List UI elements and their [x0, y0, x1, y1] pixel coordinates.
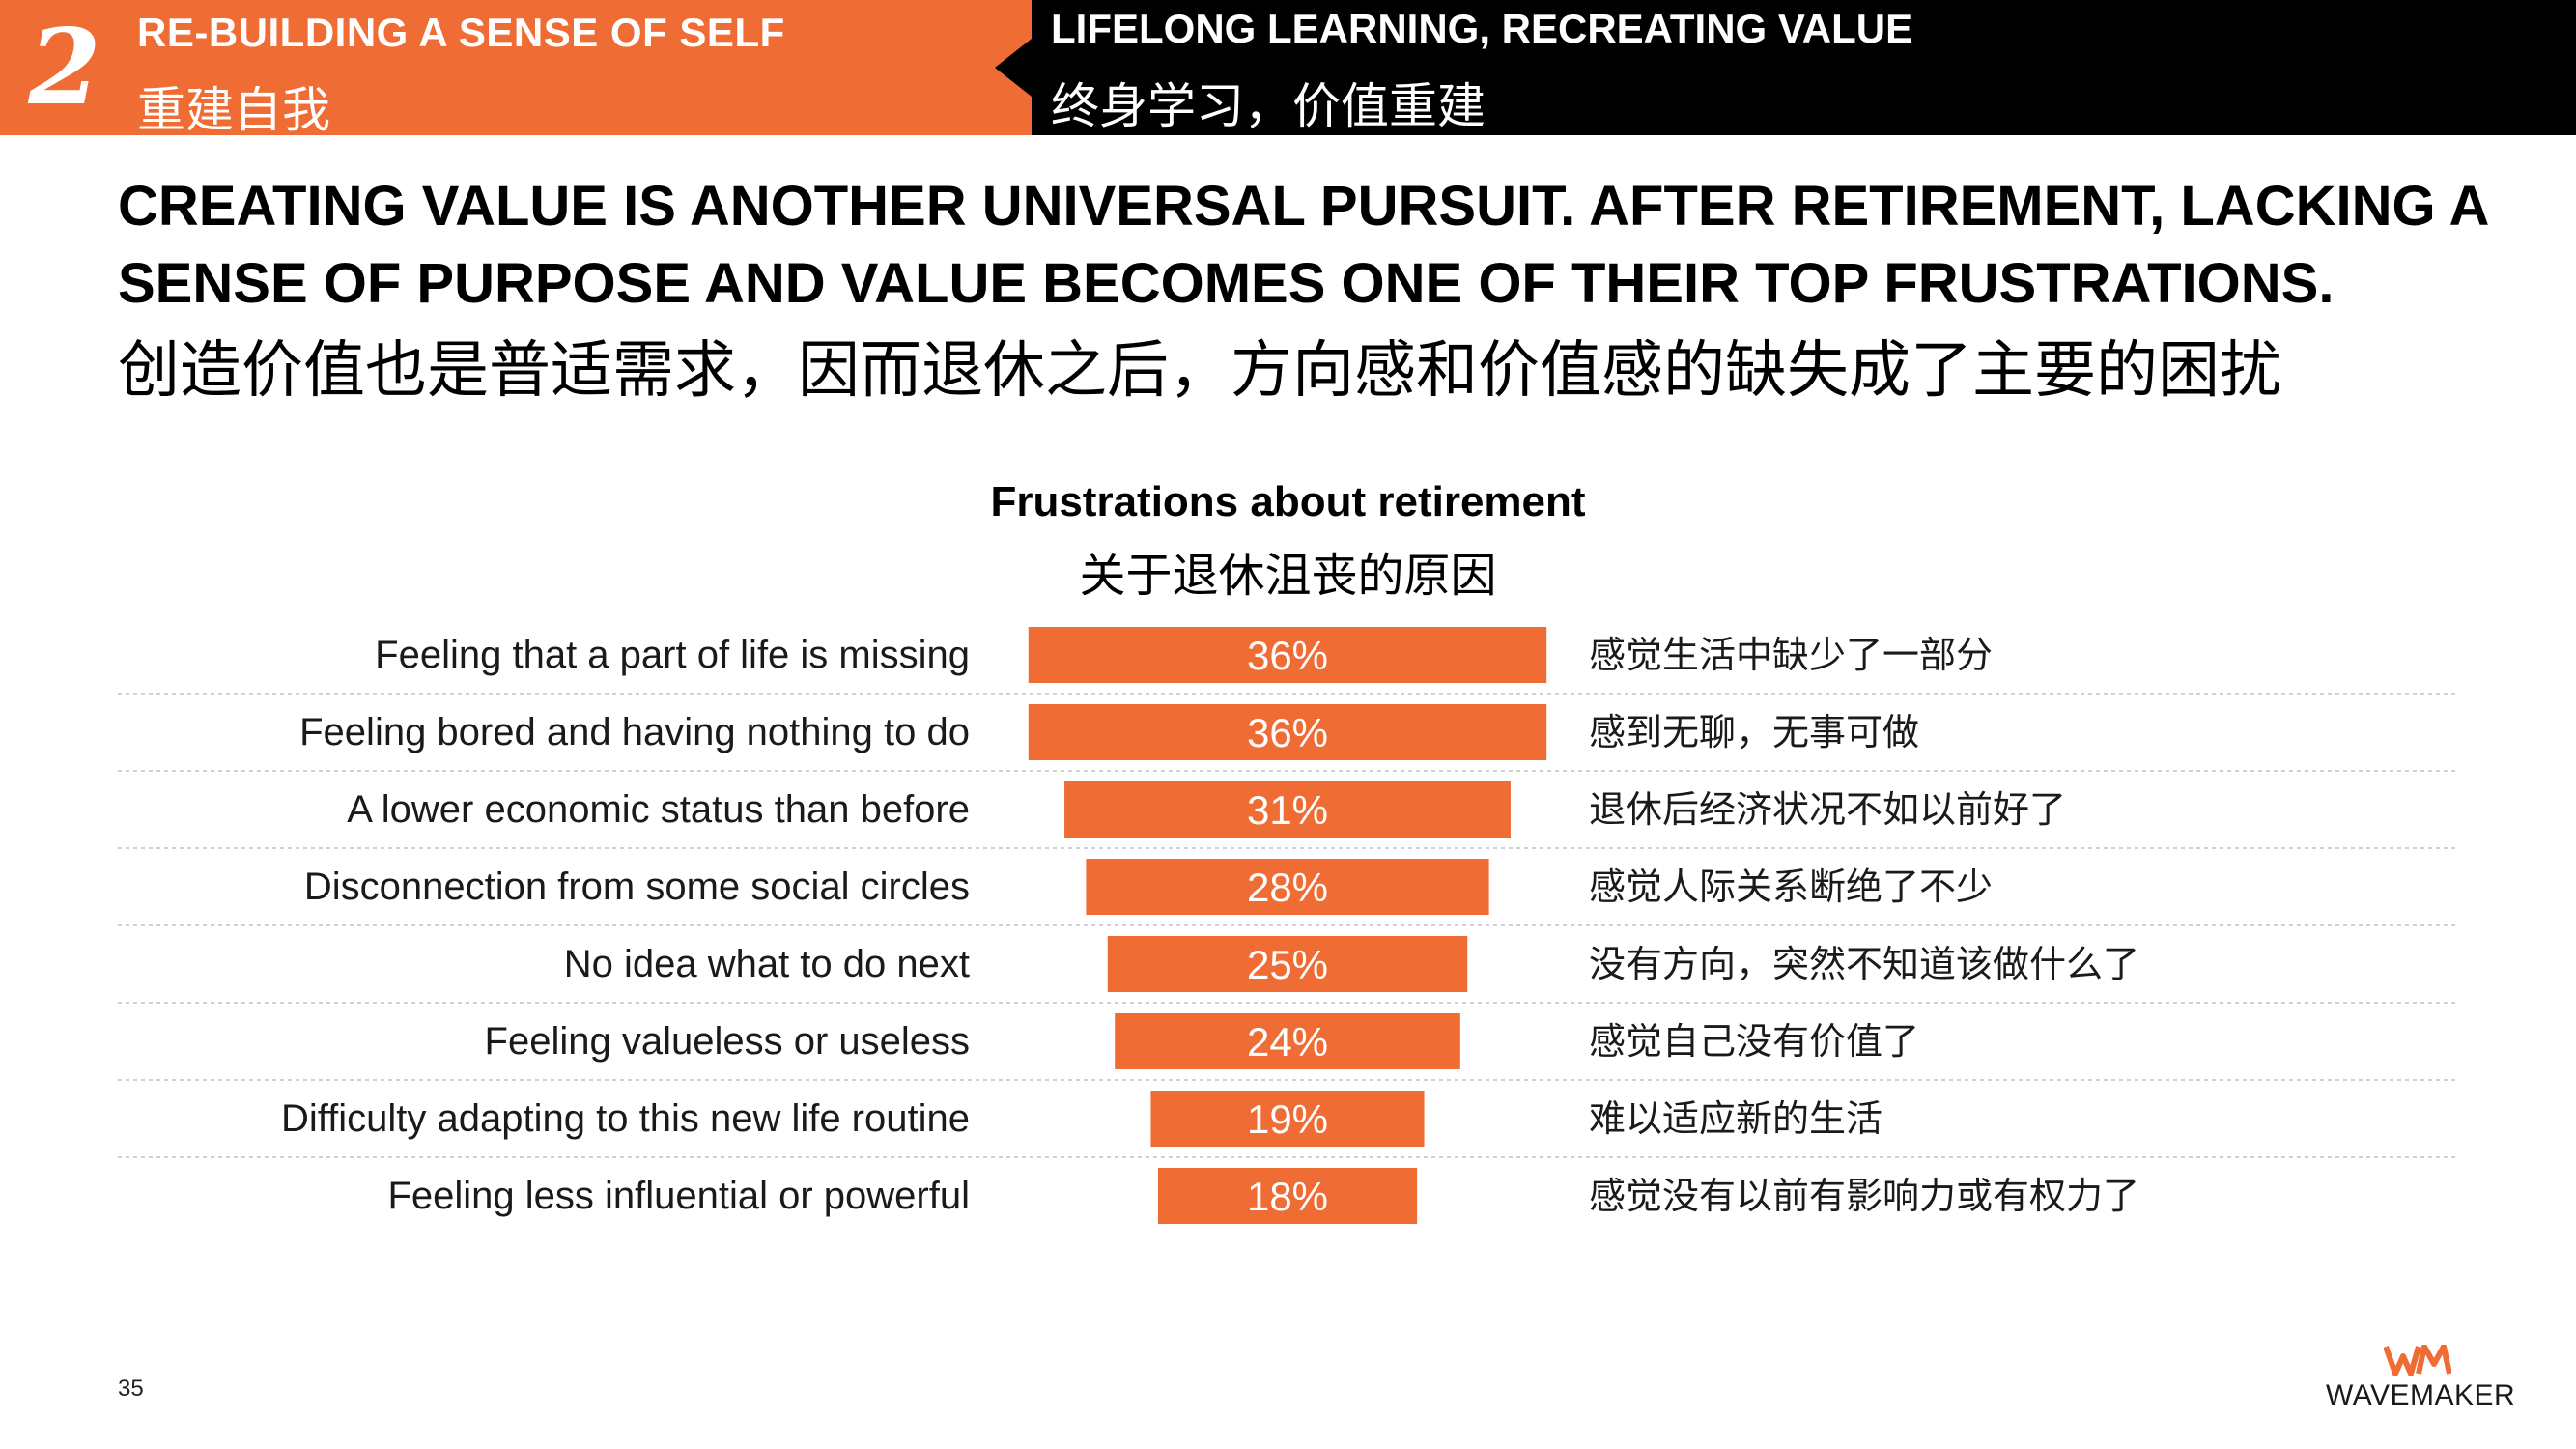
bar-2 [1028, 704, 1547, 760]
category-label-zh-6: 感觉自己没有价值了 [1589, 1020, 1919, 1063]
subsection-title-en: LIFELONG LEARNING, RECREATING VALUE [1051, 6, 1913, 51]
category-label-en-3: A lower economic status than before [347, 788, 970, 831]
headline-zh: 创造价值也是普适需求，因而退休之后，方向感和价值感的缺失成了主要的困扰 [118, 335, 2281, 407]
section-number: 2 [28, 7, 101, 128]
bar-5 [1107, 936, 1468, 992]
category-label-en-5: No idea what to do next [564, 943, 970, 985]
bar-3 [1064, 781, 1511, 838]
bar-value-label-4: 28% [1247, 865, 1328, 910]
bar-value-label-2: 36% [1247, 710, 1328, 755]
bar-8 [1157, 1168, 1418, 1224]
page-number: 35 [118, 1376, 144, 1402]
category-label-en-8: Feeling less influential or powerful [387, 1175, 970, 1217]
category-label-zh-7: 难以适应新的生活 [1589, 1097, 1882, 1140]
bar-1 [1028, 627, 1547, 683]
wavemaker-logo: WAVEMAKER [2326, 1345, 2516, 1412]
category-label-en-4: Disconnection from some social circles [304, 866, 970, 908]
bar-6 [1115, 1013, 1460, 1069]
category-label-en-1: Feeling that a part of life is missing [375, 634, 970, 676]
logo-text: WAVEMAKER [2326, 1379, 2516, 1411]
bar-value-label-1: 36% [1247, 633, 1328, 678]
section-title-en: RE-BUILDING A SENSE OF SELF [137, 10, 785, 55]
bar-value-label-6: 24% [1247, 1019, 1328, 1065]
bar-7 [1150, 1091, 1425, 1147]
section-title-zh: 重建自我 [137, 82, 330, 138]
category-label-zh-1: 感觉生活中缺少了一部分 [1589, 634, 1993, 676]
chart-subtitle: 关于退休沮丧的原因 [1079, 549, 1497, 603]
bar-value-label-5: 25% [1247, 942, 1328, 987]
category-label-en-6: Feeling valueless or useless [485, 1020, 970, 1063]
section-tab: 2 RE-BUILDING A SENSE OF SELF 重建自我 [0, 0, 1032, 138]
bar-value-label-7: 19% [1247, 1096, 1328, 1142]
wavemaker-logo-icon [2384, 1345, 2451, 1376]
headline-en: CREATING VALUE IS ANOTHER UNIVERSAL PURS… [118, 175, 2488, 315]
category-label-en-7: Difficulty adapting to this new life rou… [281, 1097, 970, 1140]
category-label-en-2: Feeling bored and having nothing to do [299, 711, 970, 753]
category-label-zh-2: 感到无聊，无事可做 [1589, 711, 1919, 753]
bar-4 [1086, 859, 1489, 915]
header-bar: 2 RE-BUILDING A SENSE OF SELF 重建自我 LIFEL… [0, 0, 2576, 138]
chart-title: Frustrations about retirement [990, 478, 1586, 526]
bar-value-label-8: 18% [1247, 1174, 1328, 1219]
category-label-zh-4: 感觉人际关系断绝了不少 [1589, 866, 1993, 908]
category-label-zh-5: 没有方向，突然不知道该做什么了 [1589, 943, 2139, 985]
category-label-zh-3: 退休后经济状况不如以前好了 [1589, 788, 2066, 831]
bar-value-label-3: 31% [1247, 787, 1328, 833]
arrow-left-icon [995, 39, 1032, 97]
category-label-zh-8: 感觉没有以前有影响力或有权力了 [1589, 1175, 2139, 1217]
subsection-title-zh: 终身学习，价值重建 [1051, 78, 1486, 134]
